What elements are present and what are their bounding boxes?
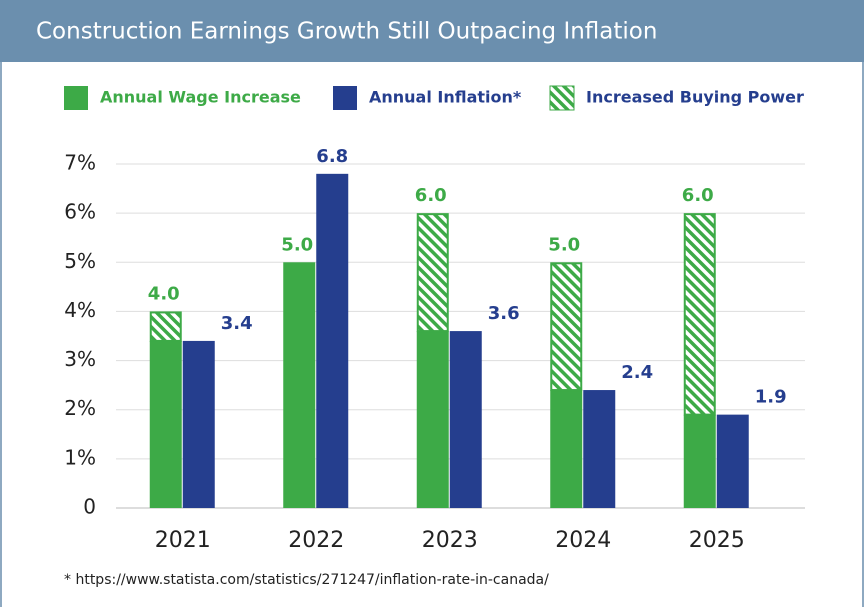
legend-swatch	[333, 86, 357, 110]
bar	[716, 414, 749, 508]
data-label: 3.6	[488, 303, 520, 324]
bar-hatch	[550, 262, 583, 392]
data-label: 2.4	[621, 362, 653, 383]
y-tick-label: 1%	[64, 445, 96, 469]
legend-label: Annual Inflation*	[369, 88, 522, 107]
bar-hatch	[149, 311, 182, 342]
y-tick-label: 0	[83, 495, 96, 519]
bar	[283, 262, 316, 508]
bar	[583, 390, 616, 508]
data-label: 6.8	[316, 146, 348, 167]
data-label: 1.9	[755, 387, 787, 408]
bar	[149, 340, 182, 508]
y-tick-label: 3%	[64, 347, 96, 371]
data-label: 4.0	[148, 283, 180, 304]
legend-swatch	[64, 86, 88, 110]
y-tick-label: 5%	[64, 249, 96, 273]
x-tick-label: 2021	[155, 528, 211, 553]
data-label: 5.0	[548, 234, 580, 255]
bar	[182, 340, 215, 508]
header	[0, 0, 864, 62]
data-label: 6.0	[415, 185, 447, 206]
y-tick-label: 2%	[64, 396, 96, 420]
data-label: 3.4	[221, 313, 253, 334]
bar-hatch	[416, 213, 449, 333]
bar-hatch	[683, 213, 716, 416]
bar	[683, 414, 716, 508]
bar	[316, 173, 349, 509]
chart-title: Construction Earnings Growth Still Outpa…	[36, 19, 657, 45]
legend-swatch	[549, 85, 575, 111]
y-tick-label: 7%	[64, 151, 96, 175]
footnote: * https://www.statista.com/statistics/27…	[64, 572, 549, 588]
bar	[550, 390, 583, 508]
legend-label: Increased Buying Power	[586, 88, 804, 107]
x-tick-label: 2022	[288, 528, 344, 553]
bar	[449, 331, 482, 508]
x-tick-label: 2023	[422, 528, 478, 553]
data-label: 6.0	[682, 185, 714, 206]
x-tick-label: 2025	[689, 528, 745, 553]
y-tick-label: 6%	[64, 200, 96, 224]
legend-label: Annual Wage Increase	[100, 88, 301, 107]
y-tick-label: 4%	[64, 298, 96, 322]
bar	[416, 331, 449, 508]
data-label: 5.0	[281, 234, 313, 255]
x-tick-label: 2024	[555, 528, 611, 553]
